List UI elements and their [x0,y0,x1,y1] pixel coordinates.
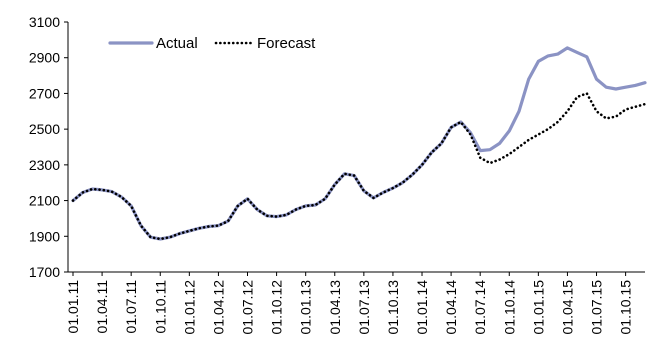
x-axis-ticks: 01.01.11 01.04.11 01.07.11 01.10.11 01.01.12… [65,272,634,335]
y-tick-label: 2500 [29,121,60,137]
y-tick-label: 2700 [29,85,60,101]
x-tick-label: 01.07.15 [589,280,605,335]
x-tick-label: 01.01.14 [414,280,430,335]
x-tick-label: 01.07.11 [123,280,139,334]
x-tick-label: 01.10.13 [385,280,401,335]
x-tick-label: 01.01.12 [181,280,197,335]
x-tick-label: 01.07.12 [240,280,256,335]
x-tick-label: 01.01.13 [298,280,314,335]
x-tick-label: 01.10.15 [618,280,634,335]
x-tick-label: 01.07.14 [472,280,488,335]
legend: Actual Forecast [108,35,316,52]
x-tick-label: 01.04.13 [327,280,343,335]
y-tick-label: 1900 [29,228,60,244]
y-tick-label: 2300 [29,157,60,173]
legend-label-forecast: Forecast [257,35,316,52]
y-axis-ticks: 1700 1900 2100 2300 2500 2700 2900 3100 [29,14,68,280]
x-tick-label: 01.10.14 [501,280,517,335]
y-tick-label: 1700 [29,264,60,280]
x-tick-label: 01.10.12 [269,280,285,335]
axes [67,22,645,273]
x-tick-label: 01.10.11 [152,280,168,334]
series-line-actual [71,46,647,241]
x-tick-label: 01.04.11 [94,280,110,334]
legend-label-actual: Actual [156,35,198,52]
x-tick-label: 01.01.11 [65,280,81,334]
x-tick-label: 01.07.13 [356,280,372,335]
x-tick-label: 01.01.15 [530,280,546,335]
x-tick-label: 01.04.14 [443,280,459,335]
y-tick-label: 3100 [29,14,60,30]
series-lines [71,46,647,241]
series-line-forecast [71,92,647,241]
y-tick-label: 2100 [29,193,60,209]
y-tick-label: 2900 [29,50,60,66]
x-tick-label: 01.04.15 [559,280,575,335]
x-tick-label: 01.04.12 [210,280,226,335]
